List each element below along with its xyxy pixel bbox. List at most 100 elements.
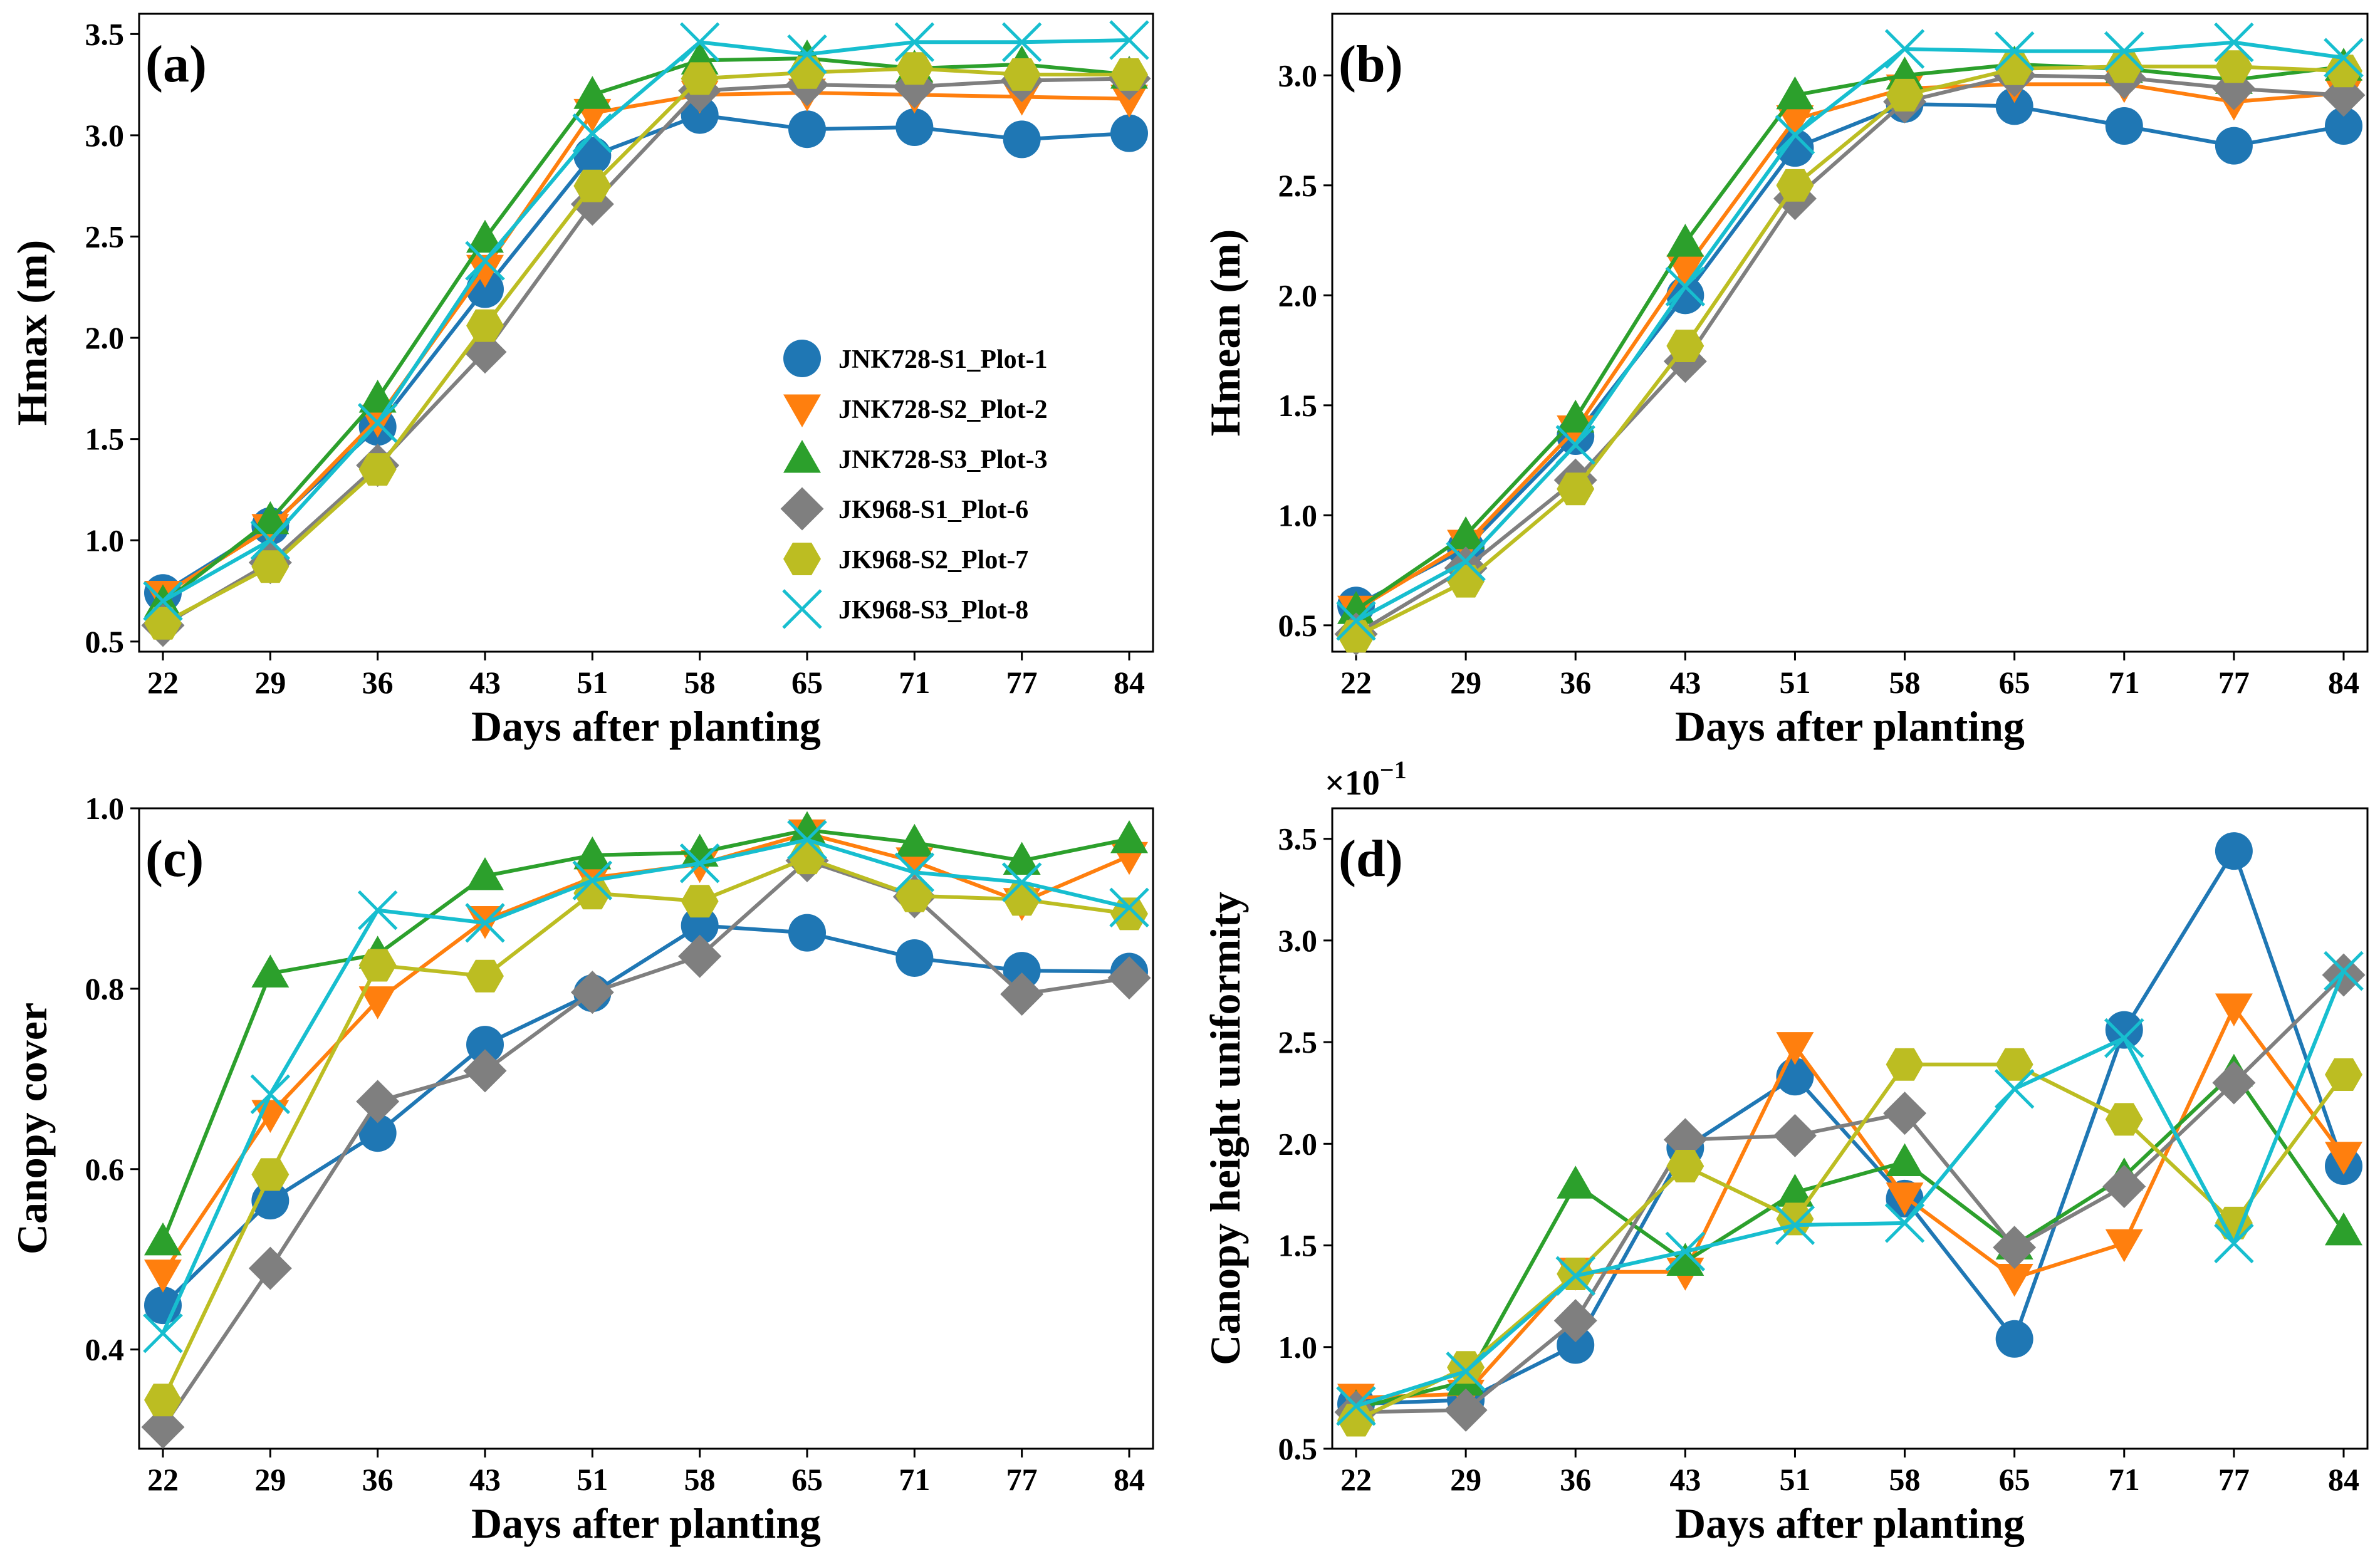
y-tick-label: 1.5: [1278, 1228, 1318, 1263]
data-point: [573, 836, 612, 870]
x-tick-label: 43: [1669, 665, 1701, 700]
series-line: [161, 856, 1130, 1401]
series-5: [1337, 50, 2362, 653]
y-tick-label: 2.5: [1278, 168, 1318, 203]
data-point: [2212, 1061, 2256, 1105]
data-point: [787, 820, 827, 860]
series-2: [1337, 70, 2362, 629]
data-point: [1884, 29, 1925, 69]
data-point: [2215, 1206, 2253, 1239]
data-point: [1886, 1143, 1924, 1177]
series-line: [1355, 73, 2344, 636]
panel-label: (c): [145, 830, 204, 888]
x-tick-label: 22: [147, 1462, 179, 1497]
data-point: [1555, 1256, 1595, 1296]
series-line: [1355, 970, 2346, 1408]
data-point: [1000, 972, 1044, 1016]
data-point: [1446, 541, 1486, 581]
series-line: [1355, 1070, 2346, 1410]
series-5: [144, 842, 1148, 1417]
x-tick-label: 43: [469, 665, 501, 700]
data-point: [463, 1049, 507, 1093]
data-point: [1883, 1092, 1927, 1135]
data-point: [144, 607, 182, 640]
data-point: [2105, 1011, 2143, 1049]
data-point: [1666, 224, 1704, 257]
data-point: [788, 110, 826, 149]
data-point: [250, 520, 291, 561]
data-point: [1994, 31, 2035, 71]
data-point: [144, 1259, 182, 1293]
y-tick-label: 2.0: [1278, 1126, 1318, 1161]
series-5: [144, 52, 1148, 640]
data-point: [1003, 120, 1041, 159]
data-point: [466, 309, 504, 342]
series-line: [1355, 1062, 2346, 1422]
x-tick-label: 77: [2218, 1462, 2250, 1497]
y-tick-label: 0.4: [85, 1332, 125, 1367]
legend-entry: JK968-S3_Plot-8: [782, 589, 1028, 629]
y-tick-label: 0.6: [85, 1152, 125, 1187]
data-point: [1773, 1113, 1817, 1157]
data-point: [1446, 1351, 1486, 1392]
data-point: [1886, 1182, 1924, 1216]
y-tick-label: 0.5: [1278, 608, 1318, 643]
data-point: [573, 137, 612, 175]
legend-entry: JK968-S1_Plot-6: [780, 487, 1028, 531]
data-point: [1775, 1205, 1815, 1245]
data-point: [1995, 1263, 2033, 1297]
data-point: [1665, 266, 1706, 307]
series-2: [1337, 993, 2362, 1417]
series-line: [1355, 973, 2346, 1414]
y-tick-label: 1.0: [85, 523, 125, 558]
data-point: [2215, 993, 2253, 1026]
y-tick-label: 1.0: [1278, 498, 1318, 533]
data-point: [681, 885, 719, 918]
x-tick-label: 22: [1340, 1462, 1372, 1497]
data-point: [1557, 472, 1595, 506]
data-point: [251, 501, 290, 534]
x-tick-label: 71: [899, 1462, 930, 1497]
data-point: [2215, 832, 2253, 870]
legend-label: JK968-S3_Plot-8: [838, 596, 1028, 625]
y-offset-exponent: −1: [1380, 756, 1407, 784]
data-point: [251, 1158, 290, 1191]
x-axis-label: Days after planting: [471, 702, 821, 750]
legend-marker: [782, 589, 822, 629]
data-point: [573, 76, 612, 109]
series-line: [1355, 82, 2344, 612]
legend-entry: JNK728-S2_Plot-2: [783, 394, 1048, 427]
data-point: [357, 403, 398, 443]
y-axis-label: Hmean (m): [1201, 229, 1249, 436]
legend-marker: [783, 340, 821, 377]
x-tick-label: 51: [1779, 1462, 1810, 1497]
data-point: [1557, 1326, 1595, 1364]
plot-frame: [1331, 13, 2369, 653]
y-tick-label: 0.5: [85, 624, 125, 659]
data-point: [1663, 1118, 1707, 1162]
series-6: [1336, 951, 2364, 1426]
series-line: [162, 76, 1130, 627]
data-point: [2324, 38, 2364, 78]
y-tick-label: 3.5: [1278, 821, 1318, 857]
plot-frame: [138, 807, 1154, 1450]
data-point: [143, 581, 183, 621]
data-point: [895, 52, 934, 85]
data-point: [2215, 50, 2253, 83]
x-tick-label: 65: [1999, 665, 2030, 700]
x-tick-label: 77: [2218, 665, 2250, 700]
y-tick-label: 2.0: [1278, 278, 1318, 313]
data-point: [1995, 1048, 2033, 1081]
data-point: [465, 903, 505, 943]
data-point: [1666, 330, 1704, 363]
data-point: [1444, 1388, 1488, 1432]
data-point: [251, 1100, 290, 1133]
data-point: [788, 914, 826, 952]
series-1: [1337, 85, 2362, 625]
data-point: [1109, 20, 1149, 60]
data-point: [248, 1246, 292, 1290]
series-line: [1355, 65, 2344, 639]
x-axis-label: Days after planting: [1675, 702, 2025, 750]
data-point: [1776, 1032, 1814, 1065]
data-point: [466, 219, 504, 253]
